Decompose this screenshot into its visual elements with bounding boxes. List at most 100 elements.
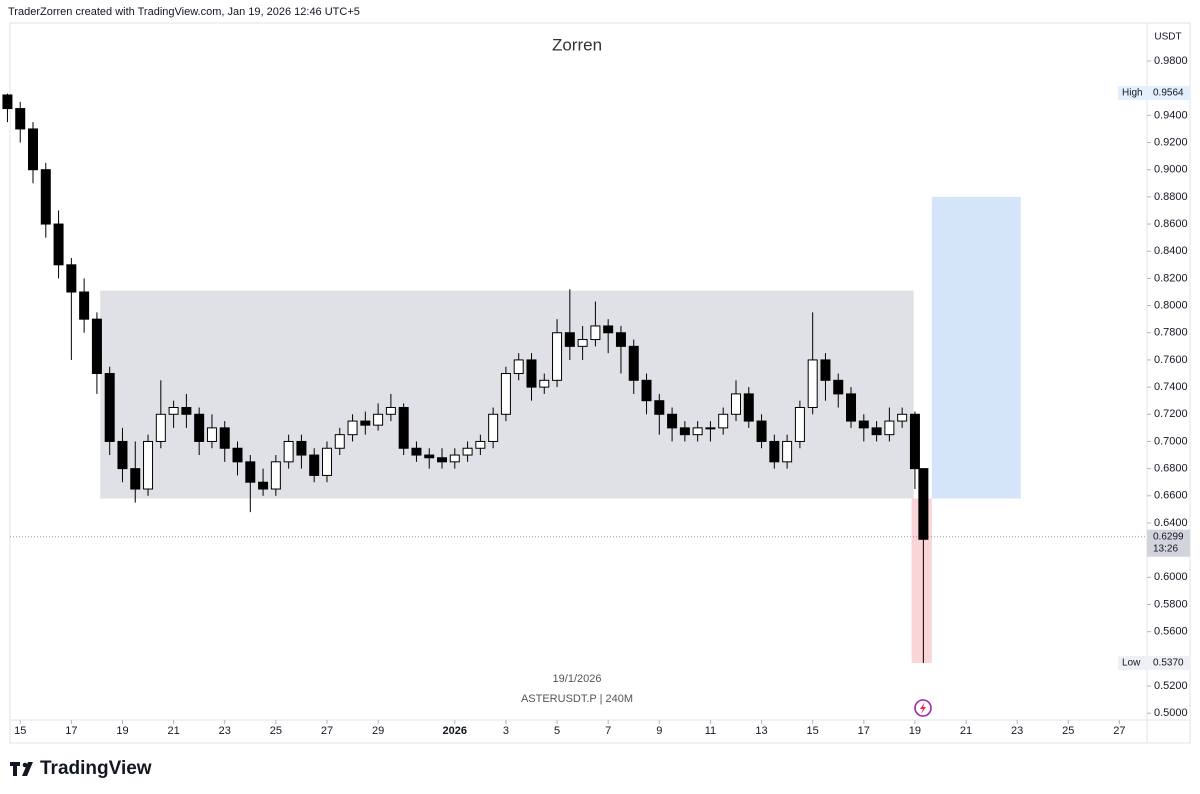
candle-body — [245, 461, 256, 483]
candle-body — [155, 413, 166, 442]
candle-body — [884, 420, 895, 436]
candle-body — [654, 400, 665, 415]
y-tick-label: 0.7400 — [1154, 381, 1188, 393]
alert-circle — [914, 699, 932, 717]
x-tick-label: 21 — [960, 725, 972, 737]
candle-body — [309, 454, 320, 476]
candle-body — [756, 420, 767, 442]
candle-body — [743, 393, 754, 422]
y-tick-label: 0.9800 — [1154, 55, 1188, 67]
candle-body — [730, 393, 741, 415]
alert-icon[interactable] — [914, 699, 932, 717]
candle-body — [552, 332, 563, 381]
x-tick-label: 25 — [270, 725, 282, 737]
x-tick-label: 29 — [372, 725, 384, 737]
candle-body — [513, 359, 524, 375]
candle-body — [385, 406, 396, 415]
candle-body — [769, 440, 780, 463]
candle-body — [53, 223, 64, 266]
candle-body — [462, 447, 473, 456]
x-tick-label: 7 — [605, 725, 611, 737]
candle-body — [918, 468, 929, 540]
x-tick-label: 23 — [219, 725, 231, 737]
x-tick-label: 9 — [656, 725, 662, 737]
price-marker-value: 0.5370 — [1153, 658, 1184, 669]
candle-body — [334, 434, 345, 449]
candle-body — [858, 420, 869, 429]
candle-body — [897, 413, 908, 422]
candle-body — [258, 481, 269, 490]
candle-body — [283, 440, 294, 463]
y-tick-label: 0.8000 — [1154, 299, 1188, 311]
chart-frame — [9, 22, 1191, 744]
x-tick-label: 5 — [554, 725, 560, 737]
x-tick-label: 23 — [1011, 725, 1023, 737]
x-tick-label: 2026 — [443, 725, 467, 737]
candle-body — [104, 373, 115, 442]
candle-body — [373, 413, 384, 426]
candle-body — [603, 325, 614, 334]
candle-body — [66, 264, 77, 293]
y-tick-label: 0.5800 — [1154, 598, 1188, 610]
y-tick-label: 0.7800 — [1154, 327, 1188, 339]
candle-body — [909, 413, 920, 470]
candle-body — [577, 339, 588, 347]
x-tick-label: 21 — [167, 725, 179, 737]
price-marker-name: High — [1122, 88, 1143, 99]
currency-label: USDT — [1154, 32, 1181, 43]
candle-body — [40, 169, 51, 225]
candle-body — [820, 359, 831, 381]
candle-body — [143, 440, 154, 490]
candle-body — [488, 413, 499, 442]
candle-body — [564, 332, 575, 347]
y-tick-label: 0.6000 — [1154, 571, 1188, 583]
brand-dot — [22, 762, 28, 768]
candle-body — [628, 345, 639, 381]
price-marker-box — [1118, 86, 1190, 101]
chart-title: Zorren — [552, 35, 602, 54]
brand-icon — [10, 762, 33, 776]
candle-body — [539, 379, 550, 388]
price-marker-name: Low — [1122, 658, 1141, 669]
zone-box — [931, 196, 1021, 499]
candle-body — [679, 427, 690, 436]
x-tick-label: 11 — [705, 725, 716, 737]
candle-body — [321, 447, 332, 476]
candle-body — [871, 427, 882, 436]
candle-body — [590, 325, 601, 341]
y-tick-label: 0.5000 — [1154, 707, 1188, 719]
candle-body — [615, 332, 626, 347]
symbol-label: ASTERUSDT.P | 240M — [521, 693, 633, 705]
candle-body — [296, 440, 307, 456]
y-tick-label: 0.9000 — [1154, 164, 1188, 176]
candle-body — [641, 379, 652, 402]
candle-body — [692, 427, 703, 436]
candle-body — [782, 440, 793, 463]
candle-body — [168, 406, 179, 415]
candle-body — [846, 393, 857, 422]
x-tick-label: 25 — [1062, 725, 1074, 737]
candle-body — [449, 454, 460, 463]
candle-body — [475, 440, 486, 449]
y-tick-label: 0.7000 — [1154, 435, 1188, 447]
candle-body — [194, 413, 205, 442]
candle-body — [219, 427, 230, 449]
candle-body — [28, 128, 39, 171]
candle-body — [2, 94, 13, 110]
candle-body — [500, 373, 511, 415]
candle-body — [130, 468, 141, 490]
candle-body — [718, 413, 729, 429]
candle-body — [117, 440, 128, 470]
x-tick-label: 27 — [1113, 725, 1125, 737]
price-marker-box — [1118, 655, 1190, 670]
candle-body — [79, 291, 90, 320]
candle-body — [91, 318, 102, 375]
y-tick-label: 0.8800 — [1154, 191, 1188, 203]
alert-bolt — [920, 702, 926, 714]
brand-logo: TradingView — [10, 758, 152, 779]
y-tick-label: 0.8400 — [1154, 245, 1188, 257]
y-tick-label: 0.6800 — [1154, 463, 1188, 475]
x-tick-label: 13 — [755, 725, 767, 737]
y-tick-label: 0.8600 — [1154, 218, 1188, 230]
